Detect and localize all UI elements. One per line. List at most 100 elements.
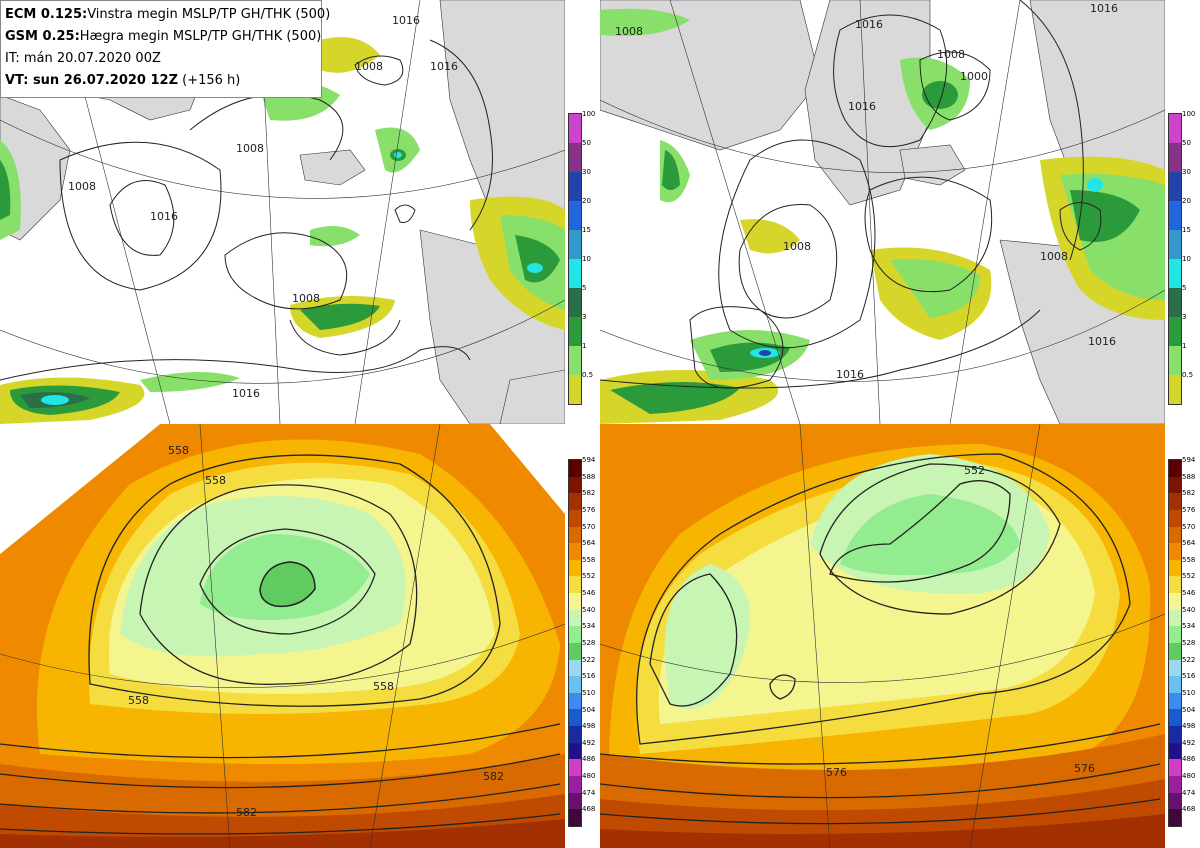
- colorbar-label: 516: [582, 672, 596, 681]
- colorbar-swatch: [1169, 676, 1181, 693]
- colorbar-swatch: [569, 460, 581, 477]
- colorbar-swatch: [569, 346, 581, 375]
- colorbar-swatch: [1169, 742, 1181, 760]
- colorbar-label: 564: [582, 539, 596, 548]
- colorbar-swatch: [1169, 559, 1181, 577]
- colorbar-swatch: [1169, 201, 1181, 230]
- colorbar-swatch: [1169, 792, 1181, 810]
- colorbar-label: 474: [1182, 788, 1196, 797]
- colorbar-swatch: [569, 288, 581, 317]
- colorbar-swatch: [1169, 230, 1181, 259]
- colorbar-label: 540: [582, 605, 596, 614]
- colorbar-swatch: [569, 114, 581, 143]
- colorbar-swatch: [1169, 259, 1181, 288]
- colorbar-label: 504: [1182, 705, 1196, 714]
- colorbar-swatch: [1169, 493, 1181, 510]
- colorbar-swatch: [1169, 346, 1181, 375]
- colorbar-swatch: [569, 609, 581, 627]
- colorbar-label: 3: [582, 313, 587, 321]
- colorbar-label: 492: [1182, 738, 1196, 747]
- colorbar-label: 522: [582, 655, 596, 664]
- colorbar-swatch: [1169, 288, 1181, 317]
- colorbar-label: 498: [1182, 722, 1196, 731]
- colorbar-swatch: [569, 526, 581, 544]
- isobar-label: 1008: [68, 180, 96, 193]
- gsm-description: Hægra megin MSLP/TP GH/THK (500): [79, 29, 322, 44]
- colorbar-swatch: [569, 809, 581, 826]
- gsm-model-label: GSM 0.25:: [5, 29, 80, 44]
- isobar-label: 1016: [848, 100, 876, 113]
- colorbar-swatch: [1169, 626, 1181, 643]
- info-box: ECM 0.125:Vinstra megin MSLP/TP GH/THK (…: [0, 0, 330, 98]
- colorbar-swatch: [569, 317, 581, 346]
- init-time: IT: mán 20.07.2020 00Z: [5, 51, 161, 66]
- gh-label: 558: [128, 694, 149, 707]
- colorbar-swatch: [569, 201, 581, 230]
- colorbar-label: 540: [1182, 605, 1196, 614]
- forecast-hour: (+156 h): [182, 73, 241, 88]
- colorbar-swatch: [1169, 642, 1181, 660]
- colorbar-swatch: [569, 626, 581, 643]
- colorbar-label: 510: [582, 688, 596, 697]
- colorbar-label: 552: [582, 572, 596, 581]
- gh-label: 582: [483, 770, 504, 783]
- colorbar-swatch: [1169, 460, 1181, 477]
- colorbar-swatch: [1169, 143, 1181, 172]
- colorbar-swatch: [1169, 375, 1181, 404]
- iceland-land: [299, 149, 366, 186]
- colorbar-swatch: [569, 476, 581, 494]
- colorbar-label: 582: [1182, 489, 1196, 498]
- colorbar-swatch: [569, 709, 581, 726]
- africa-land: [499, 369, 565, 424]
- isobar-label: 1016: [1090, 2, 1118, 15]
- gsm-mslp-map: 1016 1008 1008 1000 1016 1008 1008 1016 …: [600, 0, 1165, 424]
- colorbar-label: 588: [582, 472, 596, 481]
- colorbar-label: 15: [1182, 226, 1191, 234]
- colorbar-label: 534: [1182, 622, 1196, 631]
- colorbar-label: 534: [582, 622, 596, 631]
- isobar-label: 1000: [960, 70, 988, 83]
- colorbar-swatch: [569, 759, 581, 776]
- colorbar-swatch: [569, 775, 581, 793]
- colorbar-swatch: [569, 230, 581, 259]
- colorbar-swatch: [569, 559, 581, 577]
- colorbar-swatch: [1169, 317, 1181, 346]
- colorbar-label: 546: [1182, 589, 1196, 598]
- colorbar-label: 480: [1182, 772, 1196, 781]
- colorbar-swatch: [569, 792, 581, 810]
- colorbar-label: 5: [1182, 284, 1187, 292]
- valid-time: VT: sun 26.07.2020 12Z: [5, 73, 178, 88]
- colorbar-label: 15: [582, 226, 591, 234]
- ecm-gh500-panel: 558 558 558 558 582 582: [0, 424, 565, 848]
- gh-label: 558: [373, 680, 394, 693]
- colorbar-label: 594: [1182, 456, 1196, 464]
- colorbar-label: 50: [582, 139, 591, 147]
- colorbar-swatch: [1169, 709, 1181, 726]
- isobar-label: 1008: [937, 48, 965, 61]
- colorbar-label: 558: [1182, 555, 1196, 564]
- isobar-label: 1008: [355, 60, 383, 73]
- colorbar-swatch: [569, 172, 581, 201]
- colorbar-swatch: [569, 493, 581, 510]
- colorbar-label: 528: [582, 639, 596, 647]
- isobar-label: 1008: [1040, 250, 1068, 263]
- colorbar-label: 468: [1182, 805, 1196, 814]
- gsm-gh500-panel: 552 576 576: [600, 424, 1165, 848]
- isobar-label: 1016: [855, 18, 883, 31]
- colorbar-label: 564: [1182, 539, 1196, 548]
- colorbar-swatch: [569, 509, 581, 527]
- colorbar-label: 10: [1182, 255, 1191, 263]
- colorbar-swatch: [1169, 692, 1181, 710]
- colorbar-label: 510: [1182, 688, 1196, 697]
- colorbar-swatch: [1169, 759, 1181, 776]
- colorbar-swatch: [1169, 172, 1181, 201]
- colorbar-label: 552: [1182, 572, 1196, 581]
- isobar-label: 1016: [392, 14, 420, 27]
- colorbar-label: 0.5: [582, 371, 594, 379]
- colorbar-swatch: [569, 642, 581, 660]
- colorbar-swatch: [569, 576, 581, 593]
- colorbar-swatch: [569, 375, 581, 404]
- colorbar-swatch: [569, 676, 581, 693]
- ecm-model-label: ECM 0.125:: [5, 7, 88, 22]
- precip-colorbar-left: [568, 113, 582, 405]
